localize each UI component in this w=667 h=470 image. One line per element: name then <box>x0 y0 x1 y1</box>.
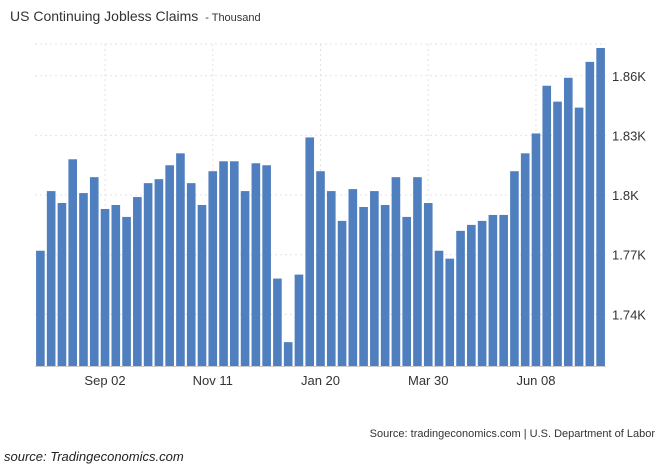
x-tick-label: Nov 11 <box>193 373 233 388</box>
bar <box>240 191 250 366</box>
bar <box>305 137 315 366</box>
bar <box>359 206 368 366</box>
bar <box>176 153 185 366</box>
bar <box>122 216 131 366</box>
image-caption: source: Tradingeconomics.com <box>4 449 184 464</box>
bar <box>283 342 293 366</box>
bar <box>542 85 552 367</box>
bar <box>413 177 422 366</box>
bar <box>467 224 476 366</box>
bar <box>154 179 164 366</box>
bar <box>186 183 196 366</box>
bar <box>36 250 45 366</box>
bar <box>370 191 379 366</box>
y-tick-label: 1.8K <box>612 188 639 203</box>
bar <box>520 153 530 366</box>
source-line: Source: tradingeconomics.com | U.S. Depa… <box>369 428 655 440</box>
bar <box>477 220 487 366</box>
bar <box>596 47 605 366</box>
bar <box>294 274 304 366</box>
y-tick-label: 1.77K <box>612 248 646 263</box>
bar <box>100 208 110 366</box>
bar <box>488 214 498 366</box>
bar <box>316 171 325 366</box>
bar <box>326 191 336 366</box>
bar <box>531 133 541 366</box>
x-tick-label: Jan 20 <box>301 373 340 388</box>
bar <box>111 205 121 366</box>
bar <box>585 61 595 366</box>
bar <box>165 165 174 366</box>
chart-subtitle: - Thousand <box>205 12 261 24</box>
x-tick-label: Sep 02 <box>84 373 125 388</box>
bar <box>553 101 562 366</box>
bar <box>563 77 573 366</box>
bar <box>510 171 519 366</box>
bar <box>574 107 584 366</box>
bar <box>348 189 358 366</box>
bar <box>456 230 465 366</box>
bar <box>499 214 508 366</box>
bar <box>89 177 99 366</box>
x-tick-label: Mar 30 <box>408 373 448 388</box>
bar <box>402 216 411 366</box>
bars-layer <box>36 47 605 367</box>
bar <box>143 183 153 366</box>
bar <box>251 163 261 366</box>
bar <box>197 205 207 366</box>
bar <box>391 177 401 366</box>
bar <box>133 197 142 366</box>
bar <box>423 203 433 366</box>
bar <box>46 191 56 366</box>
bar <box>380 205 390 366</box>
y-tick-label: 1.74K <box>612 307 646 322</box>
bar <box>68 159 78 366</box>
chart-title: US Continuing Jobless Claims - Thousand <box>10 8 261 24</box>
y-tick-label: 1.83K <box>612 128 646 143</box>
bar <box>57 203 67 366</box>
x-tick-label: Jun 08 <box>516 373 555 388</box>
bar <box>219 161 228 366</box>
y-tick-label: 1.86K <box>612 69 646 84</box>
bar <box>434 250 444 366</box>
chart-title-text: US Continuing Jobless Claims <box>10 8 199 24</box>
bar <box>337 220 347 366</box>
bar <box>445 258 455 366</box>
bar <box>262 165 271 366</box>
bar <box>208 171 218 366</box>
bar <box>273 278 282 366</box>
bar <box>230 161 239 366</box>
bar <box>79 193 88 366</box>
axis-layer: 1.74K 1.77K 1.8K 1.83K 1.86K Sep 02 Nov 11 Jan … <box>35 69 646 388</box>
